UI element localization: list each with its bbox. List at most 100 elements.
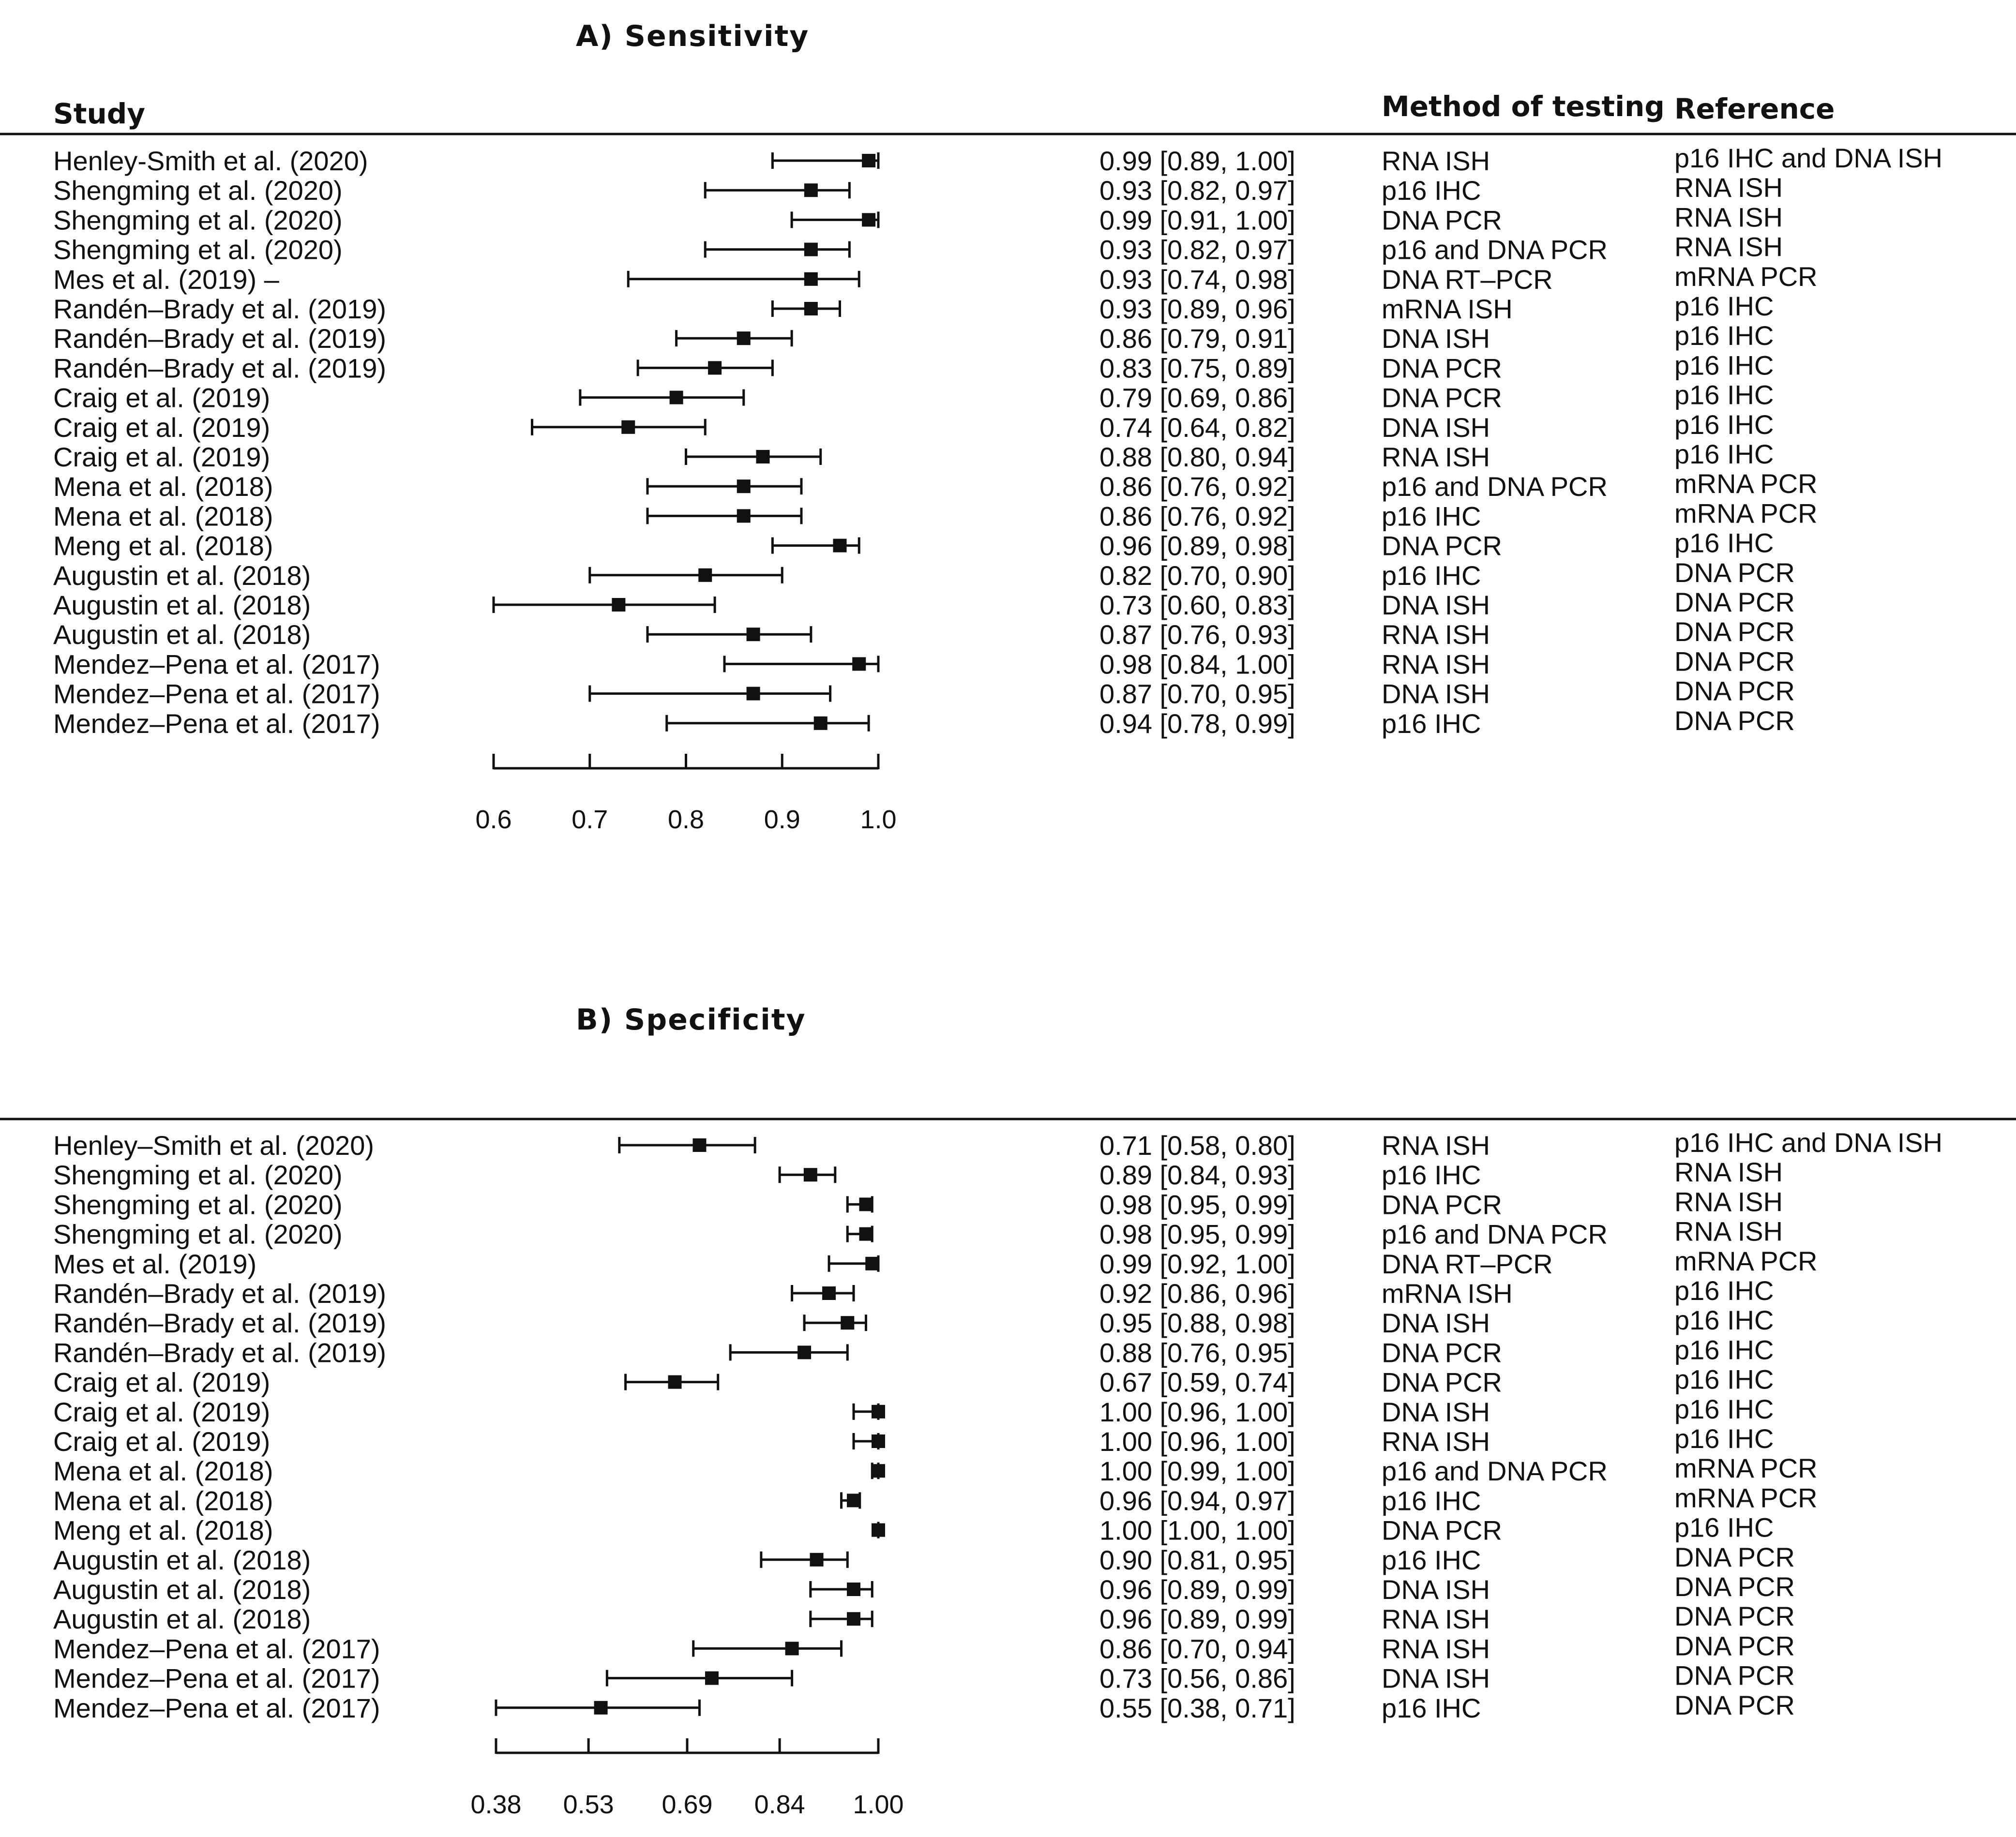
- forest-row: Craig et al. (2019) 0.88 [0.80, 0.94] RNA …: [53, 439, 1774, 472]
- forest-row: Mendez–Pena et al. (2017) 0.55 [0.38, 0.7…: [53, 1690, 1795, 1723]
- study-label: Mena et al. (2018): [53, 501, 273, 531]
- reference-label: mRNA PCR: [1674, 1482, 1818, 1513]
- reference-label: p16 IHC: [1674, 1364, 1774, 1395]
- forest-row: Randén–Brady et al. (2019) 0.86 [0.79, 0.…: [53, 320, 1774, 354]
- panel-specificity: B) Specificity Henley–Smith et al. (2020…: [0, 1003, 2016, 1819]
- estimate-ci-label: 0.95 [0.88, 0.98]: [1099, 1308, 1295, 1338]
- estimate-ci-label: 0.96 [0.89, 0.99]: [1099, 1574, 1295, 1605]
- reference-label: p16 IHC: [1674, 291, 1774, 321]
- study-label: Shengming et al. (2020): [53, 1219, 343, 1250]
- method-label: RNA ISH: [1382, 1633, 1490, 1664]
- study-label: Craig et al. (2019): [53, 412, 270, 443]
- reference-label: DNA PCR: [1674, 1630, 1795, 1661]
- forest-row: Augustin et al. (2018) 0.90 [0.81, 0.95] p…: [53, 1542, 1795, 1575]
- point-estimate-marker: [852, 657, 866, 671]
- reference-label: DNA PCR: [1674, 676, 1795, 706]
- method-label: p16 IHC: [1382, 560, 1481, 591]
- reference-label: DNA PCR: [1674, 587, 1795, 617]
- forest-row: Meng et al. (2018) 1.00 [1.00, 1.00] DNA P…: [53, 1512, 1774, 1546]
- estimate-ci-label: 0.93 [0.82, 0.97]: [1099, 175, 1295, 206]
- method-label: DNA PCR: [1382, 1515, 1502, 1546]
- estimate-ci-label: 1.00 [0.99, 1.00]: [1099, 1456, 1295, 1486]
- forest-row: Mena et al. (2018) 1.00 [0.99, 1.00] p16 a…: [53, 1453, 1818, 1486]
- study-label: Randén–Brady et al. (2019): [53, 294, 386, 324]
- point-estimate-marker: [804, 183, 818, 197]
- study-label: Randén–Brady et al. (2019): [53, 353, 386, 383]
- panel-b-title: B) Specificity: [576, 1003, 806, 1037]
- study-label: Meng et al. (2018): [53, 1515, 273, 1546]
- reference-label: p16 IHC and DNA ISH: [1674, 143, 1942, 173]
- point-estimate-marker: [862, 154, 876, 167]
- estimate-ci-label: 0.86 [0.70, 0.94]: [1099, 1633, 1295, 1664]
- estimate-ci-label: 0.96 [0.89, 0.99]: [1099, 1604, 1295, 1634]
- estimate-ci-label: 0.73 [0.56, 0.86]: [1099, 1663, 1295, 1694]
- study-label: Augustin et al. (2018): [53, 1604, 311, 1634]
- forest-row: Mena et al. (2018) 0.86 [0.76, 0.92] p16 a…: [53, 468, 1818, 502]
- reference-label: RNA ISH: [1674, 172, 1783, 203]
- point-estimate-marker: [785, 1642, 799, 1656]
- study-label: Mena et al. (2018): [53, 1456, 273, 1486]
- study-label: Craig et al. (2019): [53, 1367, 270, 1398]
- forest-row: Henley-Smith et al. (2020) 0.99 [0.89, 1.…: [53, 143, 1942, 176]
- estimate-ci-label: 0.93 [0.82, 0.97]: [1099, 235, 1295, 265]
- forest-row: Shengming et al. (2020) 0.98 [0.95, 0.99]…: [53, 1186, 1783, 1220]
- point-estimate-marker: [746, 687, 760, 701]
- study-label: Mena et al. (2018): [53, 1485, 273, 1516]
- study-label: Augustin et al. (2018): [53, 1574, 311, 1605]
- forest-row: Augustin et al. (2018) 0.87 [0.76, 0.93] R…: [53, 616, 1795, 650]
- point-estimate-marker: [847, 1493, 861, 1508]
- method-label: DNA RT–PCR: [1382, 264, 1553, 295]
- reference-label: p16 IHC: [1674, 1394, 1774, 1424]
- forest-row: Shengming et al. (2020) 0.93 [0.82, 0.97]…: [53, 172, 1783, 206]
- reference-label: mRNA PCR: [1674, 468, 1818, 499]
- method-label: DNA ISH: [1382, 590, 1490, 620]
- forest-row: Mes et al. (2019) 0.99 [0.92, 1.00] DNA RT…: [53, 1246, 1818, 1279]
- reference-label: DNA PCR: [1674, 1601, 1795, 1631]
- method-label: RNA ISH: [1382, 442, 1490, 472]
- reference-column-header: Reference: [1674, 92, 1835, 125]
- method-label: RNA ISH: [1382, 619, 1490, 650]
- estimate-ci-label: 0.98 [0.84, 1.00]: [1099, 649, 1295, 679]
- forest-row: Randén–Brady et al. (2019) 0.93 [0.89, 0.…: [53, 291, 1774, 324]
- estimate-ci-label: 0.88 [0.76, 0.95]: [1099, 1337, 1295, 1368]
- point-estimate-marker: [803, 1168, 817, 1182]
- forest-row: Craig et al. (2019) 1.00 [0.96, 1.00] RNA …: [53, 1423, 1774, 1457]
- reference-label: p16 IHC: [1674, 1305, 1774, 1335]
- method-label: DNA ISH: [1382, 679, 1490, 709]
- reference-label: p16 IHC: [1674, 1512, 1774, 1543]
- estimate-ci-label: 0.99 [0.91, 1.00]: [1099, 205, 1295, 235]
- reference-label: p16 IHC: [1674, 1275, 1774, 1306]
- forest-row: Mendez–Pena et al. (2017) 0.94 [0.78, 0.9…: [53, 705, 1795, 739]
- point-estimate-marker: [705, 1671, 719, 1685]
- study-label: Augustin et al. (2018): [53, 1545, 311, 1575]
- method-label: RNA ISH: [1382, 1130, 1490, 1161]
- method-label: DNA PCR: [1382, 1189, 1502, 1220]
- reference-label: p16 IHC: [1674, 320, 1774, 351]
- method-label: RNA ISH: [1382, 1426, 1490, 1457]
- study-label: Mendez–Pena et al. (2017): [53, 1663, 380, 1694]
- point-estimate-marker: [810, 1553, 824, 1567]
- estimate-ci-label: 0.92 [0.86, 0.96]: [1099, 1278, 1295, 1309]
- forest-row: Mendez–Pena et al. (2017) 0.86 [0.70, 0.9…: [53, 1630, 1795, 1664]
- method-label: p16 and DNA PCR: [1382, 1219, 1608, 1250]
- reference-label: mRNA PCR: [1674, 1453, 1818, 1483]
- estimate-ci-label: 1.00 [0.96, 1.00]: [1099, 1426, 1295, 1457]
- method-label: p16 IHC: [1382, 501, 1481, 531]
- estimate-ci-label: 0.96 [0.89, 0.98]: [1099, 531, 1295, 561]
- forest-row: Mena et al. (2018) 0.86 [0.76, 0.92] p16 I…: [53, 498, 1818, 531]
- forest-row: Augustin et al. (2018) 0.96 [0.89, 0.99] D…: [53, 1571, 1795, 1605]
- reference-label: p16 IHC: [1674, 439, 1774, 469]
- point-estimate-marker: [872, 1464, 885, 1478]
- point-estimate-marker: [804, 302, 818, 315]
- method-label: DNA PCR: [1382, 1367, 1502, 1398]
- reference-label: p16 IHC: [1674, 528, 1774, 558]
- point-estimate-marker: [862, 213, 876, 227]
- reference-label: DNA PCR: [1674, 646, 1795, 676]
- estimate-ci-label: 0.99 [0.92, 1.00]: [1099, 1249, 1295, 1279]
- point-estimate-marker: [804, 272, 818, 286]
- study-label: Mes et al. (2019): [53, 1249, 256, 1279]
- panel-a-title: A) Sensitivity: [576, 19, 809, 53]
- panel-sensitivity: A) Sensitivity Study Method of testing R…: [0, 19, 2016, 834]
- estimate-ci-label: 0.87 [0.76, 0.93]: [1099, 619, 1295, 650]
- study-label: Mendez–Pena et al. (2017): [53, 1633, 380, 1664]
